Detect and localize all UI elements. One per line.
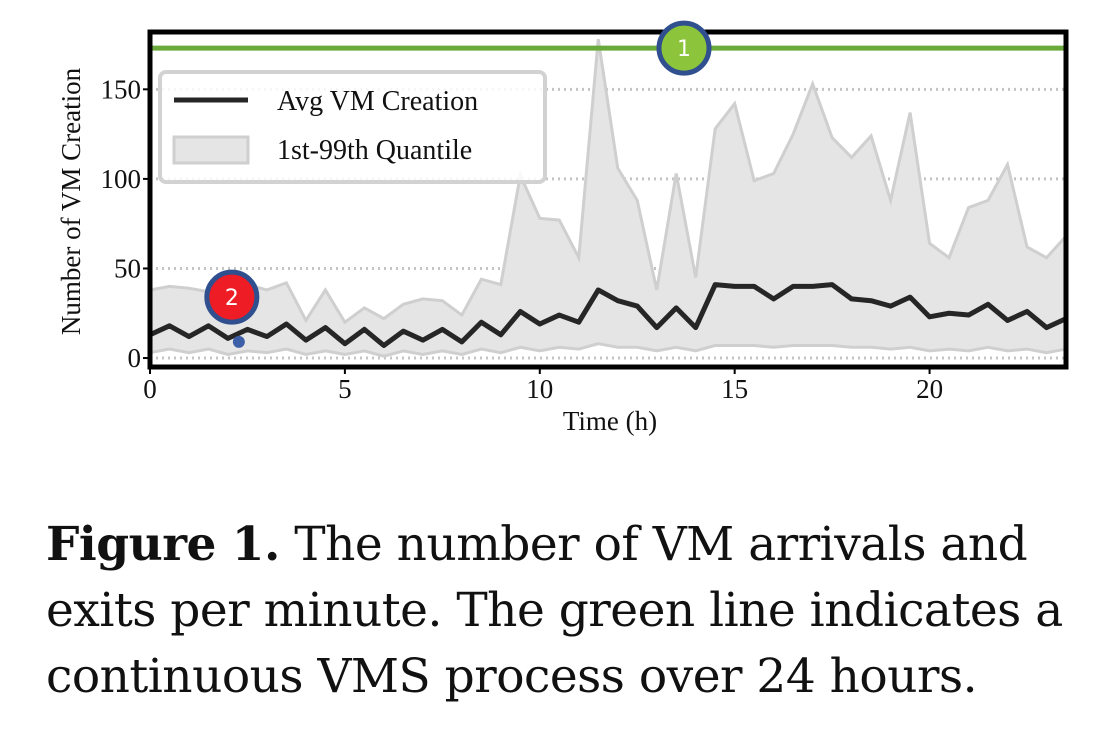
y-tick-label: 50 [114,253,141,283]
y-tick-label: 0 [128,343,142,373]
quantile-band [150,39,1066,357]
x-tick-label: 5 [338,374,352,404]
x-tick-label: 15 [721,374,748,404]
y-tick-label: 150 [101,74,142,104]
y-axis-ticks: 0 50 100 150 [101,74,150,373]
caption-label: Figure 1. [46,517,280,572]
marker-circle [656,20,712,76]
figure-caption: Figure 1. The number of VM arrivals and … [46,512,1096,710]
marker-number: 2 [225,286,239,311]
avg-vm-creation-line [148,282,1068,349]
chart: 0 5 10 15 20 0 50 100 150 Time (h) Number of VM… [56,20,1069,436]
legend-quantile-swatch [172,135,250,165]
legend-label-quantile: 1st-99th Quantile [277,135,472,166]
x-tick-label: 0 [143,374,157,404]
x-tick-label: 20 [916,374,943,404]
quantile-band-upper-edge [149,38,1068,325]
marker-point-dot [232,335,245,348]
y-axis-label: Number of VM Creation [56,67,86,335]
legend-label-avg: Avg VM Creation [277,86,478,117]
caption-text: The number of VM arrivals and exits per … [46,517,1063,704]
marker-circle [204,269,260,325]
y-tick-label: 100 [101,164,142,194]
x-axis-label: Time (h) [563,406,657,436]
x-axis-ticks: 0 5 10 15 20 [143,367,943,404]
quantile-band-lower-edge [149,342,1067,358]
marker-number: 1 [677,37,691,62]
plot-frame [147,29,1069,370]
annotation-markers: 12 [204,20,712,348]
legend: Avg VM Creation 1st-99th Quantile [158,70,547,184]
legend-box [158,70,547,184]
x-tick-label: 10 [526,374,553,404]
